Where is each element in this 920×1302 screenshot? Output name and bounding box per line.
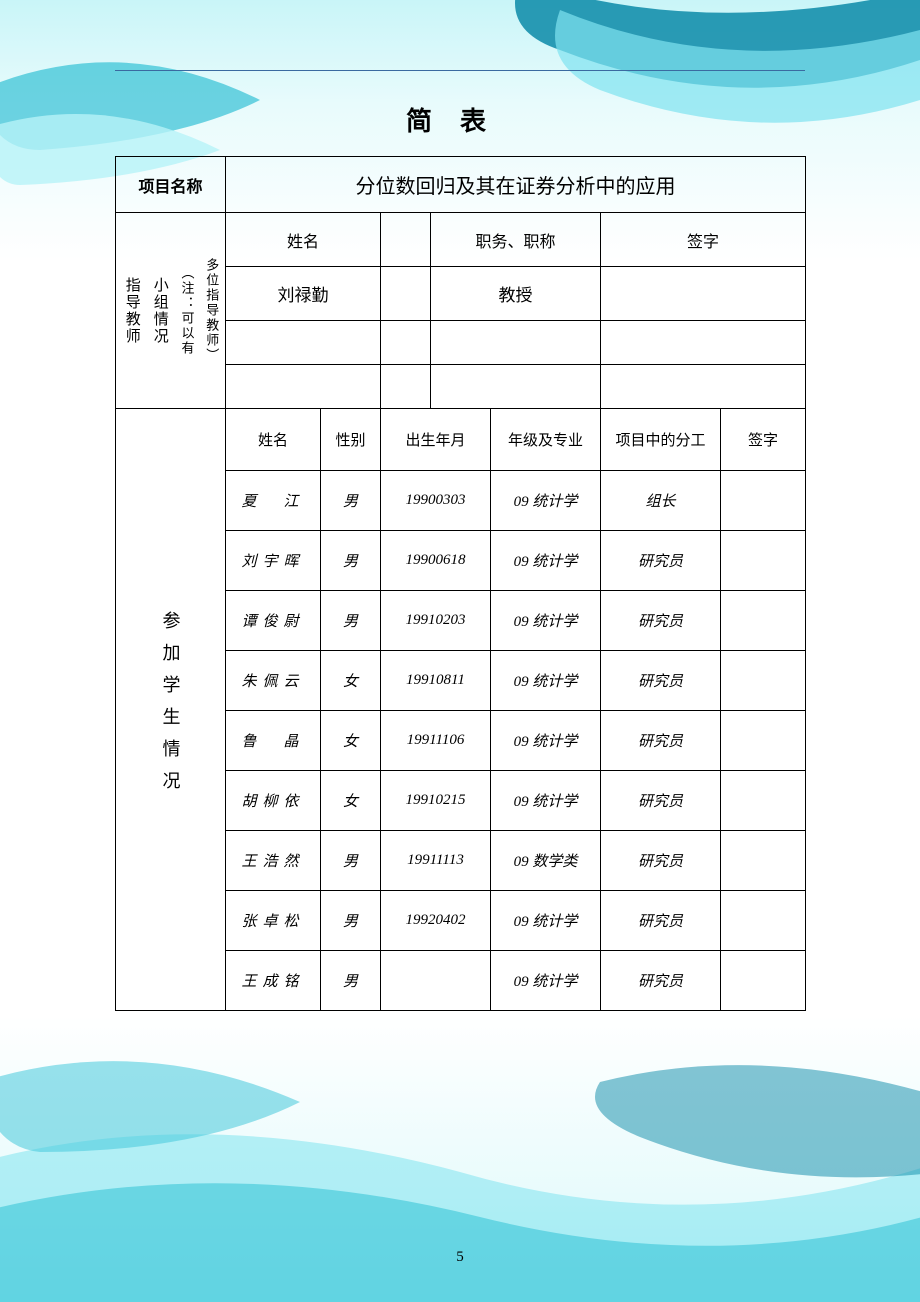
project-row: 项目名称 分位数回归及其在证券分析中的应用 bbox=[116, 157, 806, 213]
page-number: 5 bbox=[0, 1249, 920, 1266]
advisor-side-label: 指导教师 小组情况 （注：可以有 多位指导教师） bbox=[116, 213, 226, 409]
advisor-header-row: 指导教师 小组情况 （注：可以有 多位指导教师） 姓名 职务、职称 签字 bbox=[116, 213, 806, 267]
header-rule bbox=[115, 70, 805, 71]
stu-hdr-name: 姓名 bbox=[226, 409, 321, 471]
content-area: 简表 项目名称 分位数回归及其在证券分析中的应用 指导教师 小组情况 （注：可以… bbox=[115, 70, 805, 1011]
page: 简表 项目名称 分位数回归及其在证券分析中的应用 指导教师 小组情况 （注：可以… bbox=[0, 0, 920, 1302]
project-value: 分位数回归及其在证券分析中的应用 bbox=[226, 157, 806, 213]
stu-hdr-gender: 性别 bbox=[321, 409, 381, 471]
advisor-sign bbox=[601, 267, 806, 321]
advisor-hdr-blank bbox=[381, 213, 431, 267]
stu-hdr-grade: 年级及专业 bbox=[491, 409, 601, 471]
stu-hdr-role: 项目中的分工 bbox=[601, 409, 721, 471]
stu-hdr-sign: 签字 bbox=[721, 409, 806, 471]
advisor-hdr-name: 姓名 bbox=[226, 213, 381, 267]
page-title: 简表 bbox=[115, 101, 805, 138]
advisor-name: 刘禄勤 bbox=[226, 267, 381, 321]
stu-hdr-dob: 出生年月 bbox=[381, 409, 491, 471]
student-header-row: 参加学生情况 姓名 性别 出生年月 年级及专业 项目中的分工 签字 bbox=[116, 409, 806, 471]
advisor-hdr-title: 职务、职称 bbox=[431, 213, 601, 267]
advisor-hdr-sign: 签字 bbox=[601, 213, 806, 267]
project-label: 项目名称 bbox=[116, 157, 226, 213]
form-table: 项目名称 分位数回归及其在证券分析中的应用 指导教师 小组情况 （注：可以有 多… bbox=[115, 156, 806, 1011]
advisor-title: 教授 bbox=[431, 267, 601, 321]
student-side-label: 参加学生情况 bbox=[116, 409, 226, 1011]
